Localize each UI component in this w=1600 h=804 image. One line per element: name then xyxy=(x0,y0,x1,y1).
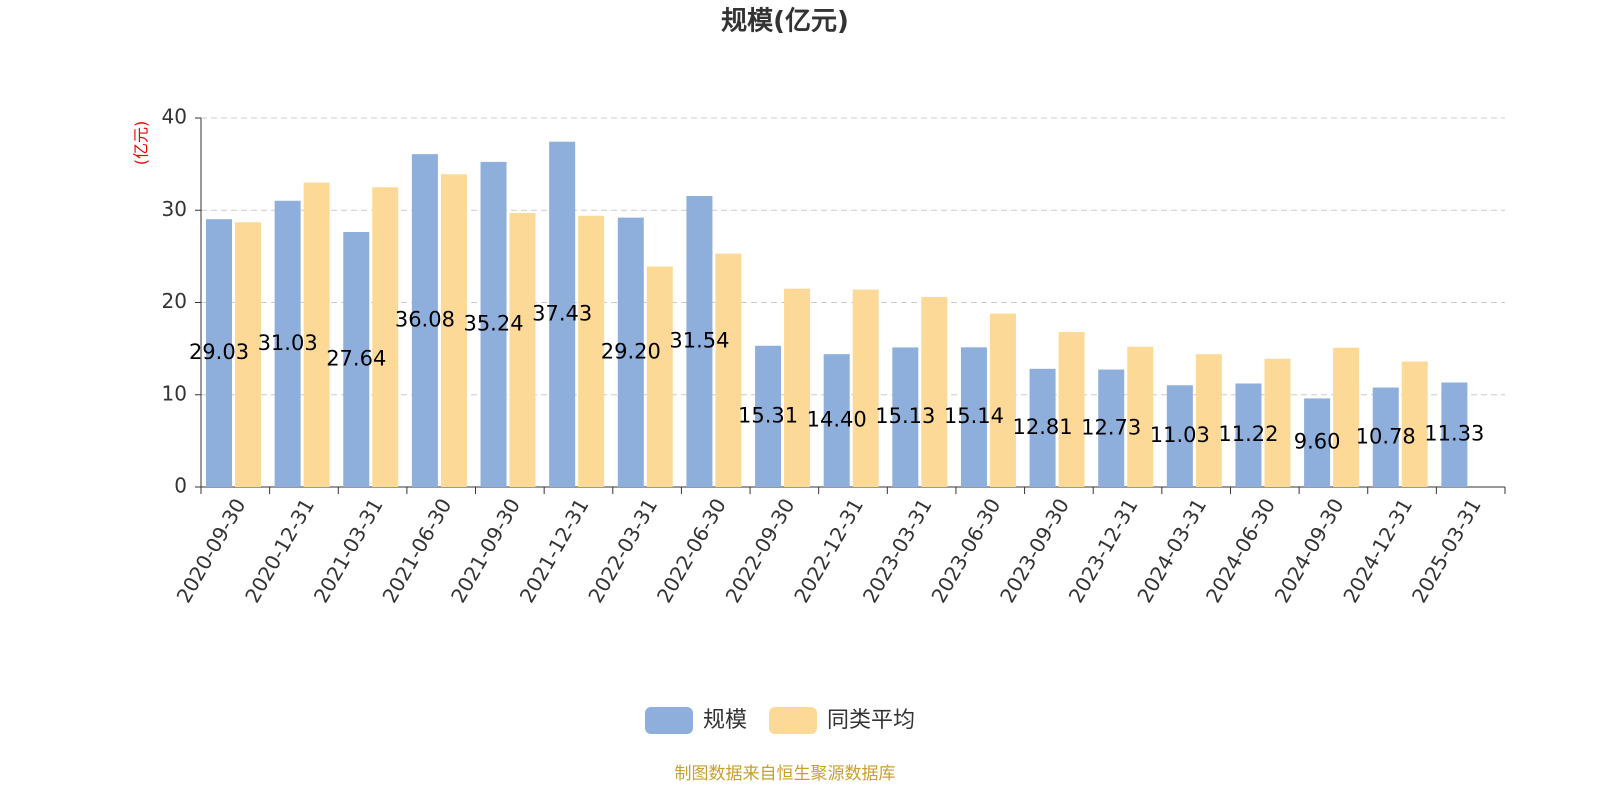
bar xyxy=(960,347,987,487)
y-tick-label: 10 xyxy=(162,381,187,405)
bar xyxy=(578,215,605,487)
data-label: 12.81 xyxy=(1013,415,1073,439)
bar xyxy=(1058,332,1085,487)
x-tick-label: 2023-12-31 xyxy=(1064,494,1143,607)
data-label: 15.14 xyxy=(944,404,1004,428)
bar xyxy=(480,161,507,487)
data-label: 15.31 xyxy=(738,403,798,427)
x-tick-label: 2024-09-30 xyxy=(1270,494,1349,607)
data-label: 31.03 xyxy=(258,331,318,355)
data-label: 11.33 xyxy=(1424,422,1484,446)
x-tick-label: 2022-06-30 xyxy=(652,494,731,607)
bar xyxy=(1166,385,1193,487)
y-tick-label: 30 xyxy=(162,197,187,221)
source-note: 制图数据来自恒生聚源数据库 xyxy=(675,764,896,784)
data-label: 9.60 xyxy=(1294,430,1341,454)
bar xyxy=(989,313,1016,487)
bar xyxy=(206,219,232,488)
x-tick-label: 2025-03-31 xyxy=(1407,494,1486,607)
y-tick-label: 0 xyxy=(174,474,187,498)
bar xyxy=(509,213,536,487)
bar xyxy=(617,217,644,487)
data-label: 27.64 xyxy=(326,347,386,371)
x-tick-label: 2021-06-30 xyxy=(377,494,456,607)
x-tick-label: 2024-03-31 xyxy=(1132,494,1211,607)
bar xyxy=(343,232,370,487)
bar xyxy=(1235,383,1262,487)
legend-swatch xyxy=(769,707,818,734)
x-tick-label: 2024-06-30 xyxy=(1201,494,1280,607)
legend-label: 规模 xyxy=(703,708,747,733)
data-label: 12.73 xyxy=(1081,415,1141,439)
data-label: 15.13 xyxy=(875,404,935,428)
x-tick-label: 2023-09-30 xyxy=(995,494,1074,607)
bar xyxy=(892,347,919,487)
bar xyxy=(646,266,673,487)
bar xyxy=(411,154,438,488)
bar xyxy=(852,289,879,487)
bar xyxy=(1372,387,1399,487)
chart-title: 规模(亿元) xyxy=(721,7,849,37)
legend-label: 同类平均 xyxy=(827,708,915,733)
data-label: 10.78 xyxy=(1356,424,1416,448)
y-tick-label: 40 xyxy=(162,105,187,129)
bar xyxy=(1264,358,1291,487)
bar xyxy=(1401,361,1428,487)
bar xyxy=(303,182,330,487)
data-label: 29.20 xyxy=(601,339,661,363)
bar xyxy=(549,141,576,487)
bar xyxy=(274,200,301,488)
x-tick-label: 2022-09-30 xyxy=(721,494,800,607)
bar xyxy=(1098,369,1125,487)
bar xyxy=(1195,354,1222,487)
bar xyxy=(440,174,467,487)
data-label: 37.43 xyxy=(532,301,592,325)
bar xyxy=(823,354,850,487)
bar xyxy=(921,296,948,487)
data-label: 29.03 xyxy=(189,340,249,364)
x-tick-label: 2021-09-30 xyxy=(446,494,525,607)
x-tick-label: 2020-12-31 xyxy=(240,494,319,607)
bar xyxy=(755,345,782,487)
data-label: 35.24 xyxy=(463,311,523,335)
y-tick-label: 20 xyxy=(162,289,187,313)
bar xyxy=(686,196,713,487)
bar xyxy=(1441,382,1468,487)
bar xyxy=(784,288,811,487)
bar xyxy=(1304,398,1331,487)
legend-swatch xyxy=(645,707,693,734)
bar xyxy=(235,222,261,487)
data-label: 11.03 xyxy=(1150,423,1210,447)
y-axis-label: (亿元) xyxy=(132,121,151,166)
x-tick-label: 2024-12-31 xyxy=(1338,494,1417,607)
data-label: 31.54 xyxy=(669,329,729,353)
x-tick-label: 2021-03-31 xyxy=(309,494,388,607)
bar xyxy=(372,187,399,487)
bar xyxy=(1333,347,1360,487)
data-label: 11.22 xyxy=(1218,422,1278,446)
data-label: 36.08 xyxy=(395,308,455,332)
x-tick-label: 2022-03-31 xyxy=(583,494,662,607)
x-tick-label: 2021-12-31 xyxy=(515,494,594,607)
x-tick-label: 2023-06-30 xyxy=(926,494,1005,607)
x-tick-label: 2023-03-31 xyxy=(858,494,937,607)
data-label: 14.40 xyxy=(807,408,867,432)
x-tick-label: 2020-09-30 xyxy=(172,494,251,607)
x-tick-label: 2022-12-31 xyxy=(789,494,868,607)
bar xyxy=(1127,346,1154,487)
bar xyxy=(1029,368,1056,487)
bar xyxy=(715,253,742,487)
